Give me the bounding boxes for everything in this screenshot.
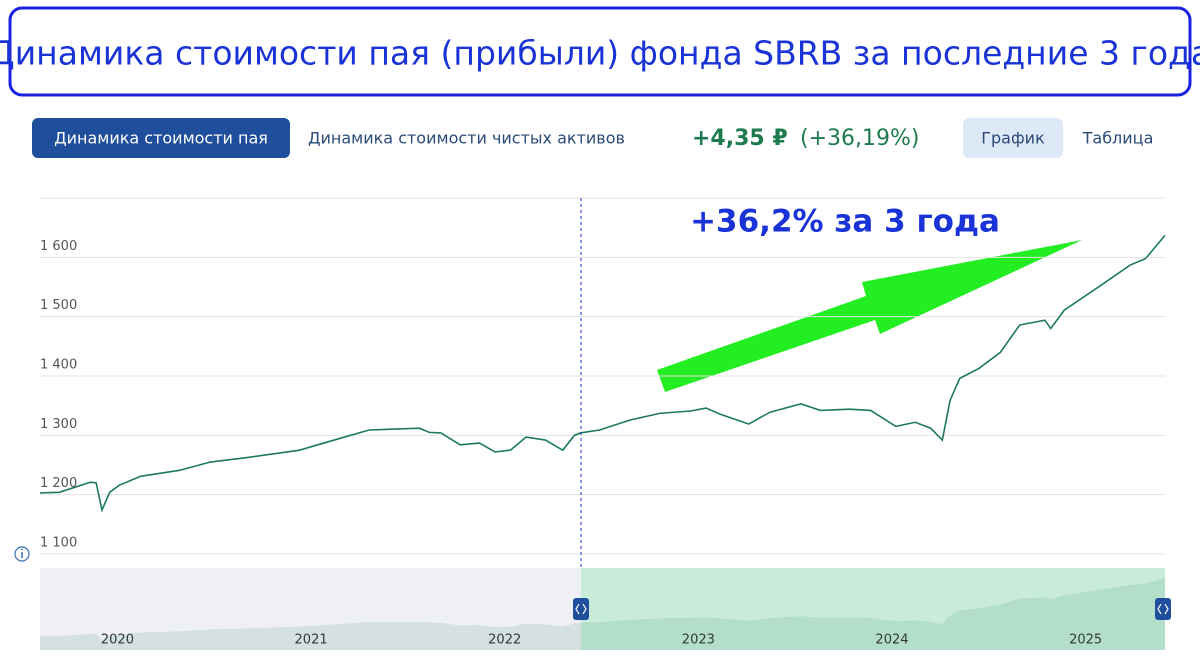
y-tick-label: 1 600 bbox=[40, 239, 77, 254]
x-tick-label: 2021 bbox=[295, 633, 328, 648]
x-tick-label: 2025 bbox=[1069, 633, 1102, 648]
tab-label[interactable]: Динамика стоимости пая bbox=[54, 129, 268, 148]
annotation: +36,2% за 3 года bbox=[690, 204, 1000, 240]
change-value: +4,35 ₽ bbox=[692, 126, 788, 151]
change-percent: (+36,19%) bbox=[800, 126, 920, 151]
navigator-selection[interactable] bbox=[581, 568, 1165, 650]
navigator-handle bbox=[1155, 598, 1171, 620]
line bbox=[39, 234, 1166, 513]
x-tick-label: 2020 bbox=[101, 633, 134, 648]
title-box bbox=[8, 6, 1192, 97]
view-tab-label[interactable]: График bbox=[981, 129, 1045, 148]
handle-glyph bbox=[575, 603, 587, 615]
view-tab-label[interactable]: Таблица bbox=[1082, 129, 1154, 148]
y-tick-label: 1 500 bbox=[40, 298, 77, 313]
handle-glyph bbox=[1157, 603, 1169, 615]
tab-active[interactable] bbox=[32, 118, 290, 158]
y-tick-label: 1 200 bbox=[40, 476, 77, 491]
x-tick-label: 2023 bbox=[682, 633, 715, 648]
x-tick-label: 2024 bbox=[875, 633, 908, 648]
info-icon-dot bbox=[21, 548, 23, 551]
info-icon[interactable] bbox=[14, 546, 30, 562]
chart-layer: 1 100 1 200 1 300 1 400 1 500 1 600 2020 2021 20… bbox=[39, 198, 1171, 650]
y-tick-label: 1 100 bbox=[40, 536, 77, 551]
y-tick-label: 1 400 bbox=[40, 358, 77, 373]
view-tab-active[interactable] bbox=[963, 118, 1063, 158]
navigator-area bbox=[40, 578, 1165, 650]
navigator-handle bbox=[573, 598, 589, 620]
title: Динамика стоимости пая (прибыли) фонда S… bbox=[0, 34, 1200, 73]
trend-arrow bbox=[657, 240, 1082, 392]
y-tick-label: 1 300 bbox=[40, 417, 77, 432]
tab-label[interactable]: Динамика стоимости чистых активов bbox=[308, 129, 625, 148]
x-tick-label: 2022 bbox=[488, 633, 521, 648]
